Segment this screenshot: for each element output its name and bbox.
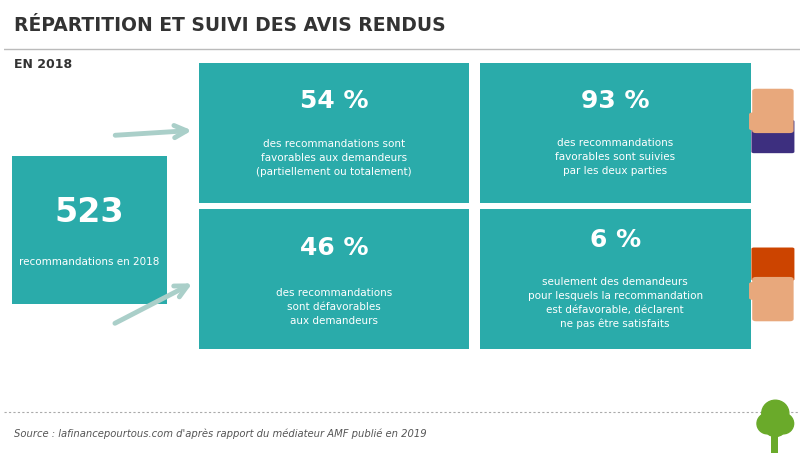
Ellipse shape bbox=[773, 413, 794, 434]
FancyBboxPatch shape bbox=[752, 89, 794, 133]
FancyBboxPatch shape bbox=[198, 209, 470, 349]
Text: 93 %: 93 % bbox=[581, 89, 650, 113]
Text: EN 2018: EN 2018 bbox=[14, 58, 72, 71]
Text: des recommandations sont
favorables aux demandeurs
(partiellement ou totalement): des recommandations sont favorables aux … bbox=[256, 139, 412, 177]
Text: des recommandations
favorables sont suivies
par les deux parties: des recommandations favorables sont suiv… bbox=[555, 138, 675, 176]
FancyBboxPatch shape bbox=[749, 282, 770, 300]
Text: recommandations en 2018: recommandations en 2018 bbox=[19, 257, 159, 268]
Text: 54 %: 54 % bbox=[300, 89, 368, 113]
Ellipse shape bbox=[765, 418, 786, 437]
FancyBboxPatch shape bbox=[751, 248, 794, 281]
Text: RÉPARTITION ET SUIVI DES AVIS RENDUS: RÉPARTITION ET SUIVI DES AVIS RENDUS bbox=[14, 16, 446, 35]
FancyBboxPatch shape bbox=[771, 433, 778, 453]
Text: Source : lafinancepourtous.com d'après rapport du médiateur AMF publié en 2019: Source : lafinancepourtous.com d'après r… bbox=[14, 428, 426, 439]
FancyBboxPatch shape bbox=[749, 113, 770, 130]
Ellipse shape bbox=[757, 413, 778, 434]
FancyBboxPatch shape bbox=[751, 120, 794, 153]
Text: 523: 523 bbox=[54, 196, 124, 229]
Ellipse shape bbox=[762, 400, 789, 426]
FancyBboxPatch shape bbox=[11, 156, 167, 304]
FancyBboxPatch shape bbox=[480, 209, 750, 349]
Text: 46 %: 46 % bbox=[300, 236, 368, 261]
Text: seulement des demandeurs
pour lesquels la recommandation
est défavorable, déclar: seulement des demandeurs pour lesquels l… bbox=[528, 277, 702, 329]
FancyBboxPatch shape bbox=[198, 63, 470, 203]
Text: 6 %: 6 % bbox=[590, 228, 641, 252]
FancyBboxPatch shape bbox=[480, 63, 750, 203]
FancyBboxPatch shape bbox=[752, 277, 794, 321]
Text: des recommandations
sont défavorables
aux demandeurs: des recommandations sont défavorables au… bbox=[276, 288, 392, 326]
